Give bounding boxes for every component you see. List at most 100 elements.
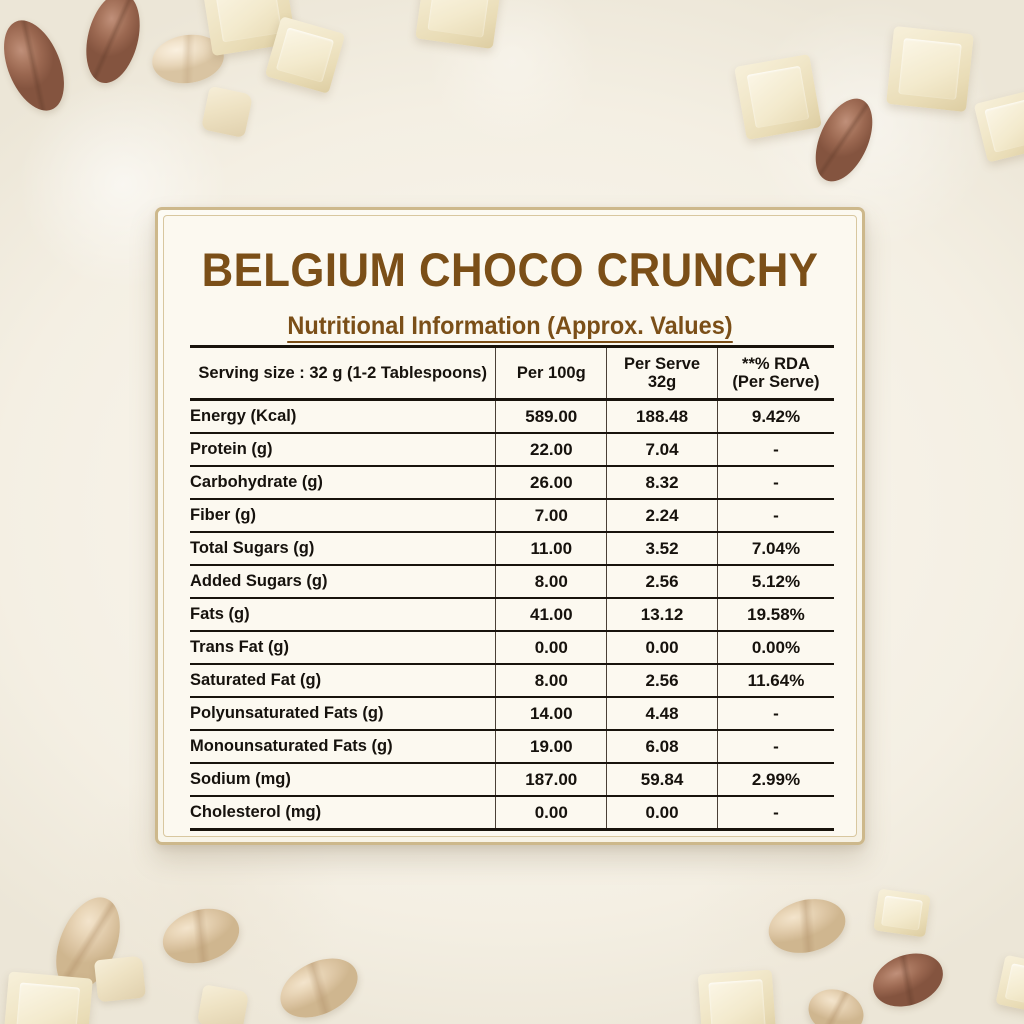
value-rda: 19.58%: [717, 598, 834, 632]
value-per-serve: 7.04: [606, 433, 718, 467]
table-row: Polyunsaturated Fats (g) 14.00 4.48-: [190, 697, 834, 731]
choco-chunk: [200, 85, 254, 139]
value-rda: 9.42%: [717, 399, 834, 434]
value-per-serve: 59.84: [606, 763, 718, 797]
choco-square: [264, 16, 346, 94]
value-rda: -: [717, 499, 834, 533]
nutrient-name: Fats (g): [190, 598, 497, 632]
product-title: BELGIUM CHOCO CRUNCHY: [201, 243, 819, 296]
value-per-serve: 8.32: [606, 466, 718, 500]
table-row: Trans Fat (g) 0.00 0.00 0.00%: [190, 631, 834, 665]
value-rda: -: [717, 730, 834, 764]
nutrition-table-body: Energy (Kcal) 589.00 188.48 9.42% Protein (g…: [190, 399, 834, 831]
header-per-serve-line1: Per Serve: [623, 354, 701, 373]
value-per-serve: 2.24: [606, 499, 718, 533]
nutrient-name: Protein (g): [190, 433, 497, 467]
nutrient-name: Added Sugars (g): [190, 565, 497, 599]
choco-square: [3, 971, 93, 1024]
nutrient-name: Fiber (g): [190, 499, 497, 533]
nutrient-name: Total Sugars (g): [190, 532, 497, 566]
value-per-serve: 188.48: [606, 399, 718, 434]
choco-square: [973, 89, 1024, 163]
peanut-blanched: [270, 946, 368, 1024]
peanut-skin: [77, 0, 149, 89]
choco-square: [697, 969, 777, 1024]
header-per-serve: Per Serve 32g: [606, 345, 718, 401]
choco-square: [995, 954, 1024, 1016]
choco-chunk: [93, 955, 147, 1003]
value-rda: -: [717, 796, 834, 831]
value-rda: 7.04%: [717, 532, 834, 566]
value-per-100g: 11.00: [495, 532, 608, 566]
value-per-100g: 589.00: [495, 399, 608, 434]
table-row: Sodium (mg) 187.00 59.84 2.99%: [190, 763, 834, 797]
table-row: Monounsaturated Fats (g) 19.00 6.08-: [190, 730, 834, 764]
value-per-serve: 4.48: [606, 697, 718, 731]
header-per-100g: Per 100g: [495, 345, 608, 401]
table-row: Saturated Fat (g) 8.00 2.56 11.64%: [190, 664, 834, 698]
peanut-blanched: [43, 888, 133, 1000]
peanut-skin: [0, 11, 76, 120]
header-rda-line1: **% RDA: [742, 354, 810, 373]
value-rda: 2.99%: [717, 763, 834, 797]
table-row: Total Sugars (g) 11.00 3.52 7.04%: [190, 532, 834, 566]
value-per-100g: 0.00: [495, 631, 608, 665]
nutrient-name: Sodium (mg): [190, 763, 497, 797]
nutrition-subtitle: Nutritional Information (Approx. Values): [185, 312, 835, 343]
value-per-100g: 26.00: [495, 466, 608, 500]
nutrient-name: Carbohydrate (g): [190, 466, 497, 500]
table-row: Carbohydrate (g) 26.00 8.32-: [190, 466, 834, 500]
peanut-blanched: [762, 891, 852, 961]
value-per-100g: 7.00: [495, 499, 608, 533]
value-rda: -: [717, 466, 834, 500]
table-row: Fiber (g) 7.00 2.24-: [190, 499, 834, 533]
peanut-skin: [804, 90, 884, 190]
value-per-serve: 6.08: [606, 730, 718, 764]
value-per-serve: 0.00: [606, 796, 718, 831]
value-rda: -: [717, 433, 834, 467]
choco-square: [199, 0, 297, 57]
peanut-skin: [865, 944, 951, 1016]
peanut-blanched: [156, 900, 246, 972]
table-header-row: Serving size : 32 g (1-2 Tablespoons) Pe…: [190, 345, 834, 401]
table-row: Energy (Kcal) 589.00 188.48 9.42%: [190, 399, 834, 434]
value-per-serve: 0.00: [606, 631, 718, 665]
choco-square: [873, 888, 931, 938]
nutrient-name: Saturated Fat (g): [190, 664, 497, 698]
header-rda-line2: (Per Serve): [732, 373, 820, 391]
choco-square: [886, 26, 974, 112]
header-serving-size: Serving size : 32 g (1-2 Tablespoons): [190, 345, 497, 401]
value-per-100g: 187.00: [495, 763, 608, 797]
choco-square: [734, 53, 822, 141]
value-per-serve: 2.56: [606, 565, 718, 599]
header-per-serve-line2: 32g: [647, 373, 677, 391]
table-row: Added Sugars (g) 8.00 2.56 5.12%: [190, 565, 834, 599]
value-per-100g: 41.00: [495, 598, 608, 632]
value-per-serve: 2.56: [606, 664, 718, 698]
nutrition-table: Serving size : 32 g (1-2 Tablespoons) Pe…: [190, 345, 834, 831]
value-per-100g: 8.00: [495, 664, 608, 698]
choco-square: [415, 0, 503, 50]
nutrient-name: Energy (Kcal): [190, 399, 497, 434]
nutrient-name: Polyunsaturated Fats (g): [190, 697, 497, 731]
value-per-serve: 3.52: [606, 532, 718, 566]
label-inner-frame: BELGIUM CHOCO CRUNCHY Nutritional Inform…: [163, 215, 857, 837]
value-per-100g: 8.00: [495, 565, 608, 599]
nutrition-label-card: BELGIUM CHOCO CRUNCHY Nutritional Inform…: [155, 207, 865, 845]
table-row: Fats (g) 41.00 13.12 19.58%: [190, 598, 834, 632]
table-row: Cholesterol (mg) 0.00 0.00-: [190, 796, 834, 831]
table-row: Protein (g) 22.00 7.04-: [190, 433, 834, 467]
nutrient-name: Cholesterol (mg): [190, 796, 497, 831]
nutrition-subtitle-text: Nutritional Information (Approx. Values): [287, 312, 733, 343]
choco-chunk: [196, 984, 250, 1024]
nutrient-name: Monounsaturated Fats (g): [190, 730, 497, 764]
value-per-100g: 22.00: [495, 433, 608, 467]
value-per-100g: 0.00: [495, 796, 608, 831]
value-rda: 11.64%: [717, 664, 834, 698]
nutrient-name: Trans Fat (g): [190, 631, 497, 665]
value-rda: -: [717, 697, 834, 731]
peanut-blanched: [149, 30, 227, 88]
value-per-100g: 14.00: [495, 697, 608, 731]
value-per-100g: 19.00: [495, 730, 608, 764]
value-per-serve: 13.12: [606, 598, 718, 632]
